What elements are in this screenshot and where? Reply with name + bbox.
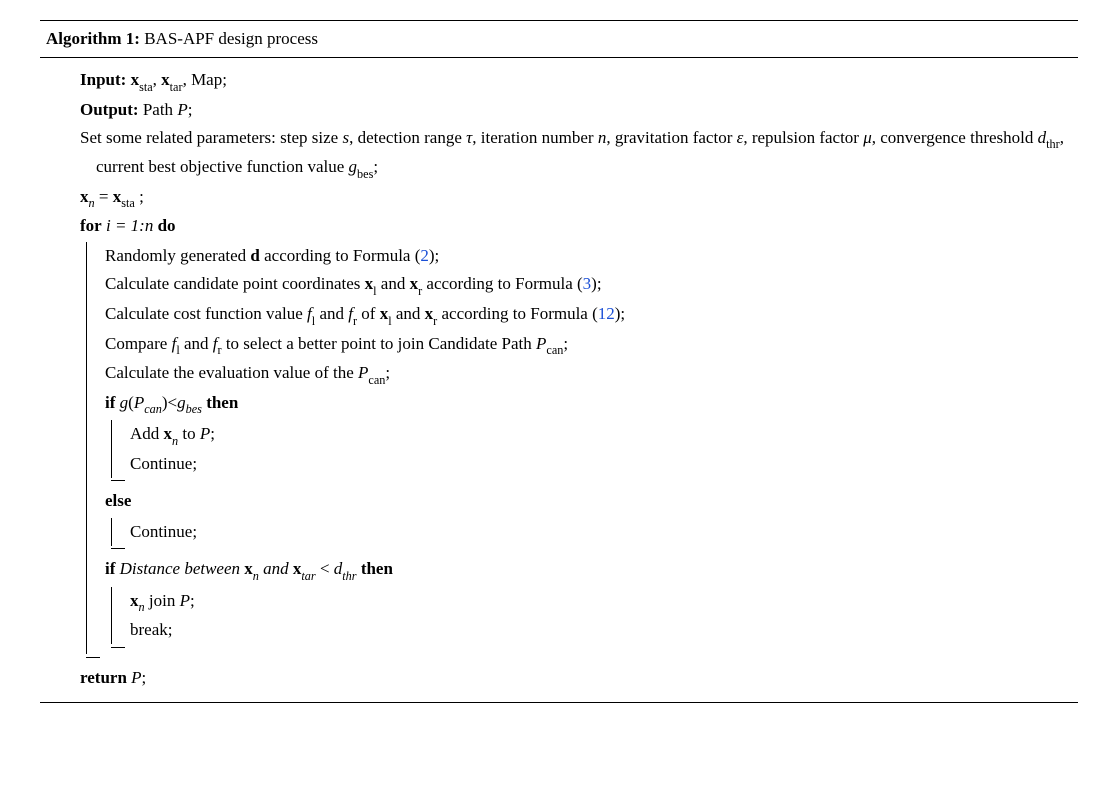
if2-body: xn join P; break; (111, 587, 1072, 645)
body-line-4: Compare fl and fr to select a better poi… (105, 330, 1072, 360)
algorithm-label: Algorithm 1: (46, 29, 140, 48)
params-line: Set some related parameters: step size s… (46, 124, 1072, 183)
algorithm-caption: BAS-APF design process (144, 29, 318, 48)
if2-body-2: break; (130, 616, 1072, 644)
then2-keyword: then (361, 559, 393, 578)
else-line: else (105, 487, 1072, 515)
body-line-5: Calculate the evaluation value of the Pc… (105, 359, 1072, 389)
else-keyword: else (105, 491, 131, 510)
if1-line: if g(Pcan)<gbes then (105, 389, 1072, 419)
for-end-rule (86, 657, 100, 658)
if2-body-1: xn join P; (130, 587, 1072, 617)
output-keyword: Output: (80, 100, 139, 119)
else-body: Continue; (111, 518, 1072, 546)
body-line-2: Calculate candidate point coordinates xl… (105, 270, 1072, 300)
then-keyword: then (206, 393, 238, 412)
for-cond: i = 1:n (102, 216, 158, 235)
body-line-3: Calculate cost function value fl and fr … (105, 300, 1072, 330)
input-keyword: Input: (80, 70, 126, 89)
input-body: xsta, xtar, Map; (126, 70, 227, 89)
return-keyword: return (80, 668, 127, 687)
if1-body: Add xn to P; Continue; (111, 420, 1072, 478)
if2-cond: Distance between xn and xtar < dthr (115, 559, 360, 578)
algorithm-box: Algorithm 1: BAS-APF design process Inpu… (40, 20, 1078, 703)
for-keyword: for (80, 216, 102, 235)
if1-body-1: Add xn to P; (130, 420, 1072, 450)
for-body: Randomly generated d according to Formul… (86, 242, 1072, 654)
if1-body-2: Continue; (130, 450, 1072, 478)
if1-keyword: if (105, 393, 115, 412)
return-line: return P; (46, 664, 1072, 692)
init-line: xn = xsta ; (46, 183, 1072, 213)
body-line-1: Randomly generated d according to Formul… (105, 242, 1072, 270)
if2-keyword: if (105, 559, 115, 578)
if1-end-rule (111, 480, 125, 481)
do-keyword: do (158, 216, 176, 235)
else-end-rule (111, 548, 125, 549)
output-line: Output: Path P; (46, 96, 1072, 124)
if2-end-rule (111, 647, 125, 648)
algorithm-title-bar: Algorithm 1: BAS-APF design process (40, 21, 1078, 58)
algorithm-body: Input: xsta, xtar, Map; Output: Path P; … (40, 58, 1078, 702)
else-body-1: Continue; (130, 518, 1072, 546)
if1-cond: g(Pcan)<gbes (115, 393, 206, 412)
output-body: Path P; (139, 100, 193, 119)
for-line: for i = 1:n do (46, 212, 1072, 240)
return-body: P; (127, 668, 146, 687)
if2-line: if Distance between xn and xtar < dthr t… (105, 555, 1072, 585)
input-line: Input: xsta, xtar, Map; (46, 66, 1072, 96)
